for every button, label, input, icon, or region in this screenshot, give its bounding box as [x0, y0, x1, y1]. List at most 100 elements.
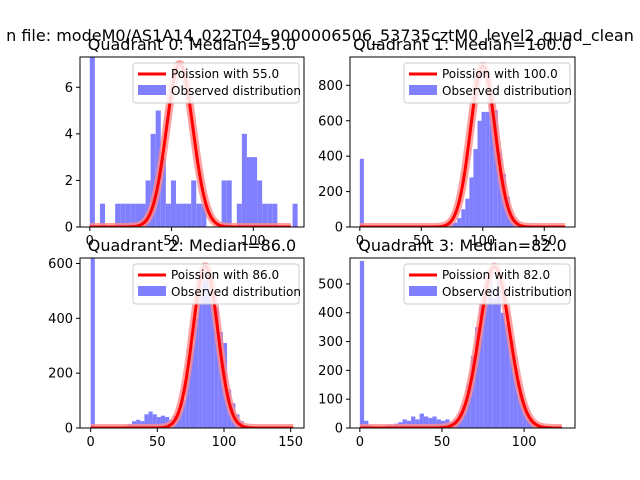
x-tick-label: 0 — [356, 234, 364, 249]
histogram-bar — [436, 419, 441, 428]
histogram-bar — [479, 304, 484, 428]
histogram-bar — [186, 203, 192, 227]
histogram-bar — [120, 203, 126, 227]
x-tick-label: 100 — [470, 234, 495, 249]
histogram-bar — [492, 298, 497, 428]
legend-observed-swatch — [138, 286, 166, 296]
legend-observed-label: Observed distribution — [171, 285, 301, 299]
histogram-bar — [99, 203, 106, 227]
histogram-bar — [470, 355, 476, 428]
y-tick-label: 0 — [335, 422, 343, 437]
subplot-q2: 0 50 100 150 0 200 400 600 Quadrant 2: Median=86… — [48, 236, 305, 450]
x-tick-label: 100 — [241, 234, 266, 249]
x-tick-label: 50 — [149, 435, 166, 450]
subplot-title: Quadrant 1: Median=100.0 — [353, 35, 572, 54]
x-tick-label: 0 — [86, 234, 94, 249]
histogram-bar — [493, 110, 498, 227]
histogram-bar — [509, 341, 514, 428]
histogram-bar — [196, 203, 202, 227]
legend-box — [403, 62, 571, 104]
x-tick-label: 150 — [278, 435, 303, 450]
histogram-bar — [432, 416, 437, 428]
plot-area — [356, 260, 566, 428]
histogram-bar — [513, 370, 518, 428]
histogram-bar — [125, 203, 131, 227]
histogram-bar — [483, 289, 488, 428]
subplot-title: Quadrant 2: Median=86.0 — [88, 236, 296, 255]
legend-observed-label: Observed distribution — [171, 84, 301, 98]
x-tick-label: 100 — [212, 435, 237, 450]
plot-area — [86, 57, 298, 227]
axes-frame — [79, 56, 305, 228]
histogram-bar — [481, 111, 486, 227]
fit-curve — [359, 265, 563, 428]
histogram-bar — [419, 413, 424, 428]
histogram-bar — [160, 415, 166, 428]
histogram-bar — [130, 203, 136, 227]
histogram-bar — [487, 269, 493, 428]
histogram-bar — [246, 157, 253, 227]
x-tick-label: 0 — [87, 435, 95, 450]
y-tick-label: 300 — [318, 335, 343, 350]
x-tick-label: 0 — [356, 435, 364, 450]
legend-box — [403, 263, 571, 305]
y-tick-label: 4 — [65, 127, 73, 142]
axes-frame — [349, 257, 576, 429]
histogram-bar — [292, 203, 298, 227]
histogram-bar — [189, 345, 194, 428]
subplot-q0: 0 50 100 0 2 4 6 Quadrant 0: Median=55.0 Poissio… — [65, 35, 305, 249]
y-tick-label: 500 — [318, 277, 343, 292]
legend-box — [132, 62, 300, 104]
y-tick-label: 0 — [335, 221, 343, 236]
histogram-bar — [152, 414, 157, 428]
histogram-bar — [475, 327, 480, 428]
y-tick-label: 400 — [318, 150, 343, 165]
legend-observed-swatch — [138, 85, 166, 95]
histogram-bar — [194, 318, 199, 428]
histogram-bar — [477, 120, 482, 227]
subplot-title: Quadrant 0: Median=55.0 — [88, 35, 296, 54]
histogram-bar — [500, 312, 506, 428]
histogram-bar — [136, 419, 141, 428]
y-tick-label: 400 — [48, 312, 73, 327]
y-tick-label: 100 — [318, 393, 343, 408]
y-tick-label: 2 — [65, 174, 73, 189]
y-tick-label: 600 — [48, 257, 73, 272]
histogram-bar — [202, 279, 207, 428]
y-tick-label: 200 — [318, 364, 343, 379]
x-tick-label: 50 — [163, 234, 180, 249]
histogram-bar — [226, 180, 232, 227]
histogram-bar — [453, 222, 458, 227]
axes-frame — [349, 56, 576, 228]
histogram-bar — [89, 57, 95, 227]
legend-box — [132, 263, 300, 305]
legend-fit-label: Poission with 82.0 — [442, 268, 550, 282]
histogram-bar — [160, 157, 166, 227]
histogram-bar — [185, 373, 190, 428]
histogram-bar — [181, 400, 186, 428]
y-tick-label: 800 — [318, 79, 343, 94]
x-tick-label: 100 — [512, 435, 537, 450]
histogram-bar — [181, 203, 187, 227]
histogram-bar — [236, 203, 242, 227]
y-tick-label: 400 — [318, 306, 343, 321]
histogram-bar — [90, 258, 95, 428]
histogram-bar — [423, 416, 429, 428]
x-tick-label: 50 — [434, 435, 451, 450]
y-tick-label: 6 — [65, 81, 73, 96]
histogram-bar — [489, 103, 494, 227]
histogram-bar — [359, 260, 365, 428]
legend-fit-label: Poission with 55.0 — [171, 67, 279, 81]
histogram-bar — [465, 198, 470, 227]
histogram-bar — [170, 180, 176, 227]
histogram-bar — [461, 209, 466, 227]
histogram-bar — [473, 149, 478, 227]
histogram-bar — [145, 180, 151, 227]
histogram-bar — [517, 393, 523, 428]
figure-title: n file: modeM0/AS1A14_022T04_9000006506_… — [6, 26, 634, 46]
histogram-bar — [522, 404, 527, 428]
histogram-bar — [150, 133, 156, 227]
histogram-bar — [457, 218, 462, 227]
y-tick-label: 0 — [65, 422, 73, 437]
